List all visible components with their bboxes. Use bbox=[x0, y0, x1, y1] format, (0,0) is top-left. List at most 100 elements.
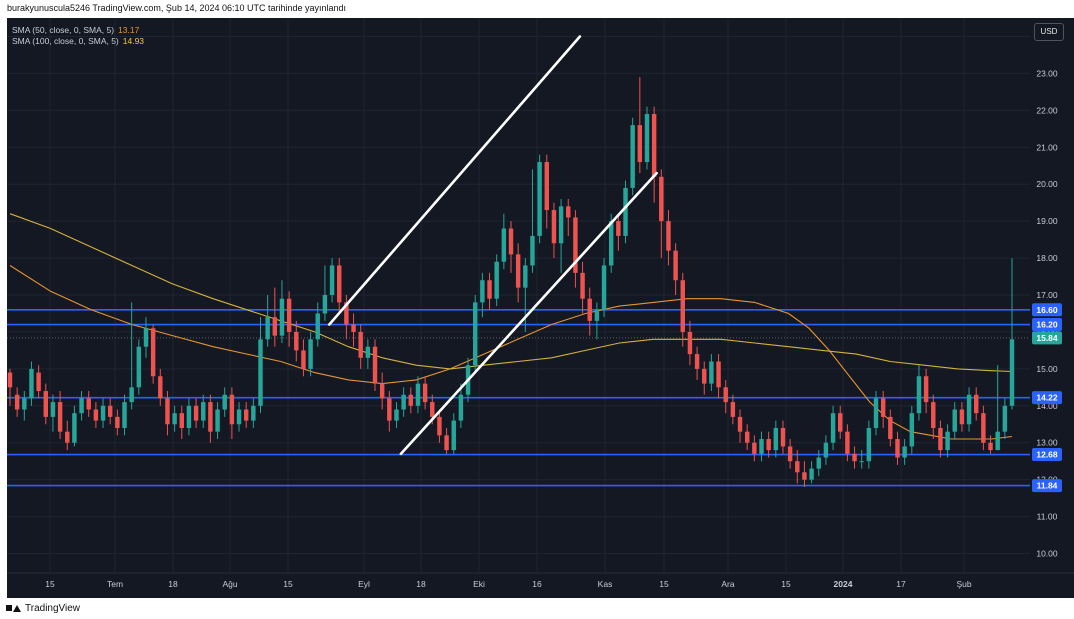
legend-sma50-label: SMA (50, close, 0, SMA, 5) bbox=[12, 25, 115, 35]
candle-body bbox=[909, 413, 915, 447]
candle-body bbox=[523, 265, 528, 288]
candle-body bbox=[437, 416, 442, 436]
price-label-box bbox=[1032, 303, 1062, 317]
candle-body bbox=[487, 280, 492, 299]
candle-body bbox=[601, 265, 607, 310]
channel-lines bbox=[327, 35, 658, 456]
candle-body bbox=[501, 228, 507, 262]
legend-sma50[interactable]: SMA (50, close, 0, SMA, 5) 13.17 bbox=[12, 25, 144, 36]
candle-body bbox=[666, 221, 671, 251]
candle-body bbox=[880, 398, 886, 417]
candle-body bbox=[143, 328, 149, 347]
candle-body bbox=[430, 402, 435, 417]
candle-body bbox=[959, 409, 965, 425]
candle-body bbox=[322, 295, 328, 314]
legend-sma50-value: 13.17 bbox=[118, 25, 140, 35]
price-tick-label: 17.00 bbox=[1036, 290, 1058, 300]
chart-area[interactable] bbox=[7, 18, 1074, 598]
candle-body bbox=[387, 398, 392, 421]
candle-body bbox=[14, 394, 20, 410]
candle-body bbox=[251, 405, 256, 421]
price-tick-label: 23.00 bbox=[1036, 68, 1058, 78]
candle-body bbox=[379, 383, 385, 399]
candle-body bbox=[165, 398, 170, 425]
candle-body bbox=[852, 453, 857, 462]
candle-body bbox=[530, 235, 535, 266]
candle-body bbox=[308, 339, 313, 369]
candle-body bbox=[286, 298, 292, 332]
candle-body bbox=[752, 442, 757, 454]
candle-body bbox=[265, 317, 270, 340]
price-tick-label: 11.00 bbox=[1037, 512, 1058, 522]
tradingview-logo-icon bbox=[6, 603, 21, 613]
candle-body bbox=[737, 416, 743, 432]
price-tick-label: 15.00 bbox=[1036, 364, 1058, 374]
time-tick-label: Şub bbox=[956, 579, 971, 589]
price-tick-label: 20.00 bbox=[1036, 179, 1058, 189]
candle-body bbox=[480, 280, 485, 303]
price-label-box bbox=[1032, 391, 1062, 405]
candle-body bbox=[65, 431, 70, 443]
candle-body bbox=[365, 346, 371, 358]
price-label: 11.84 bbox=[1037, 481, 1058, 491]
candle-body bbox=[444, 435, 449, 451]
channel-line bbox=[399, 171, 658, 456]
candle-body bbox=[630, 125, 635, 188]
candle-body bbox=[544, 162, 550, 211]
candle-body bbox=[651, 114, 657, 177]
price-label: 16.60 bbox=[1036, 305, 1058, 315]
price-label: 14.22 bbox=[1036, 393, 1058, 403]
candle-body bbox=[838, 413, 843, 432]
candle-body bbox=[816, 457, 821, 469]
candle-body bbox=[186, 405, 192, 428]
candle-body bbox=[36, 372, 41, 392]
candle-body bbox=[172, 413, 177, 425]
candle-body bbox=[644, 114, 650, 163]
candle-body bbox=[57, 402, 63, 432]
price-label: 16.20 bbox=[1036, 320, 1058, 330]
candle-body bbox=[866, 427, 872, 462]
price-tick-label: 14.00 bbox=[1036, 401, 1058, 411]
time-tick-label: Ağu bbox=[222, 579, 237, 589]
candle-body bbox=[344, 302, 349, 325]
candle-body bbox=[315, 313, 320, 340]
sma100-line bbox=[9, 213, 1013, 373]
candle-body bbox=[129, 387, 134, 403]
candle-body bbox=[680, 280, 685, 332]
candle-body bbox=[458, 394, 464, 421]
candle-body bbox=[730, 402, 736, 417]
candle-body bbox=[580, 272, 585, 299]
sma50-line bbox=[9, 265, 1013, 440]
candle-body bbox=[158, 376, 163, 399]
time-tick-label: 18 bbox=[168, 579, 178, 589]
candle-body bbox=[494, 261, 499, 299]
candle-body bbox=[995, 431, 1000, 451]
candle-body bbox=[150, 328, 156, 377]
time-tick-label: 18 bbox=[416, 579, 426, 589]
candle-body bbox=[294, 331, 299, 351]
time-tick-label: 15 bbox=[659, 579, 669, 589]
candle-body bbox=[100, 405, 106, 421]
candle-body bbox=[79, 398, 84, 414]
candle-body bbox=[179, 413, 184, 428]
legend-sma100[interactable]: SMA (100, close, 0, SMA, 5) 14.93 bbox=[12, 36, 144, 47]
candles bbox=[7, 77, 1015, 488]
candle-body bbox=[780, 427, 786, 447]
time-tick-label: 15 bbox=[283, 579, 293, 589]
legend-sma100-label: SMA (100, close, 0, SMA, 5) bbox=[12, 36, 119, 46]
candle-body bbox=[29, 368, 34, 399]
candle-body bbox=[823, 442, 829, 458]
candle-body bbox=[895, 439, 900, 458]
price-tick-label: 21.00 bbox=[1036, 142, 1058, 152]
price-tick-label: 18.00 bbox=[1036, 253, 1058, 263]
candle-body bbox=[744, 431, 750, 443]
candle-body bbox=[136, 346, 142, 388]
candle-body bbox=[222, 394, 227, 410]
candle-body bbox=[973, 394, 979, 414]
candle-body bbox=[229, 394, 235, 425]
candle-body bbox=[401, 394, 406, 410]
price-label-box bbox=[1032, 479, 1062, 493]
candle-body bbox=[358, 331, 363, 358]
currency-button[interactable]: USD bbox=[1034, 23, 1064, 41]
